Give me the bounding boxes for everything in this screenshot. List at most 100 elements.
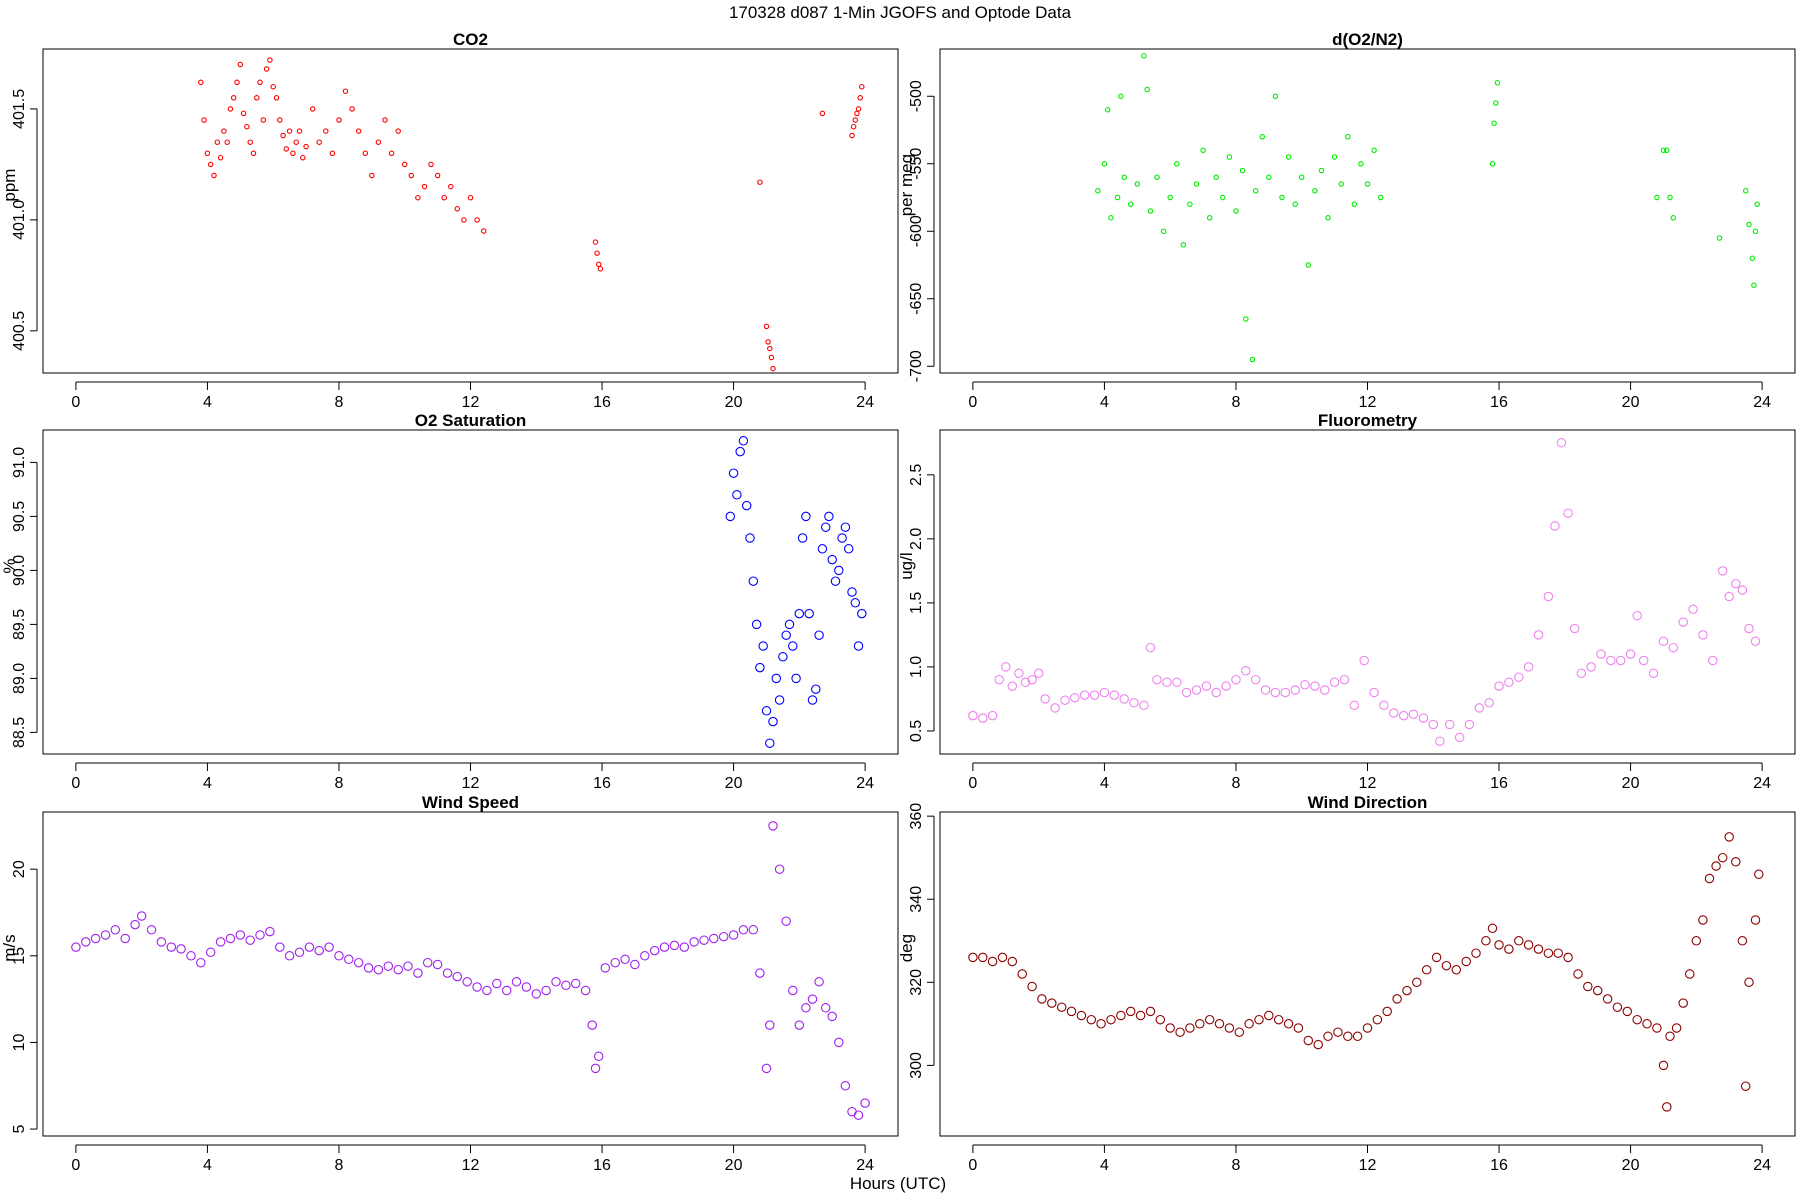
data-point [1550, 521, 1560, 531]
data-point [1665, 1031, 1675, 1042]
x-tick-label: 4 [1100, 1157, 1109, 1174]
data-points [725, 436, 867, 748]
data-point [1270, 687, 1281, 698]
data-point [840, 1081, 851, 1091]
data-point [1668, 642, 1679, 653]
data-point [204, 150, 211, 157]
x-tick-label: 12 [1359, 1157, 1377, 1174]
data-point [1658, 636, 1669, 647]
data-points [968, 438, 1761, 746]
data-point [1211, 687, 1221, 698]
data-point [728, 930, 739, 940]
data-point [1139, 700, 1149, 711]
data-point [441, 194, 447, 201]
data-point [334, 951, 344, 961]
data-point [1040, 694, 1050, 704]
x-tick-label: 24 [1753, 1157, 1771, 1174]
data-point [1751, 282, 1757, 289]
data-point [1056, 1002, 1067, 1012]
data-point [1489, 161, 1496, 167]
data-point [1606, 655, 1616, 666]
data-point [857, 608, 867, 619]
data-point [1398, 710, 1409, 721]
data-point [1737, 936, 1748, 946]
data-point [1402, 985, 1412, 996]
data-point [462, 977, 472, 987]
y-tick-label: 300 [908, 1052, 925, 1079]
data-point [1298, 174, 1305, 181]
data-point [1119, 694, 1129, 704]
data-point [415, 194, 421, 201]
data-point [597, 265, 604, 272]
data-point [1152, 674, 1162, 685]
data-point [1752, 228, 1759, 235]
data-point [1266, 174, 1272, 181]
data-point [699, 935, 709, 945]
data-point [801, 1003, 811, 1013]
x-tick-label: 20 [725, 1157, 743, 1174]
data-point [768, 716, 778, 727]
data-point [250, 150, 257, 157]
data-point [830, 576, 841, 586]
data-point [1333, 1027, 1343, 1037]
data-point [454, 206, 461, 212]
data-point [630, 959, 640, 970]
data-point [267, 57, 273, 63]
data-point [669, 940, 680, 951]
data-point [718, 931, 729, 942]
data-point [1583, 981, 1593, 992]
data-point [393, 964, 403, 975]
data-point [745, 533, 755, 543]
data-point [286, 128, 293, 134]
data-point [521, 982, 532, 992]
data-point [235, 930, 246, 940]
data-point [659, 942, 670, 952]
data-point [1160, 228, 1167, 235]
data-point [765, 339, 771, 345]
data-point [1272, 93, 1279, 100]
data-point [1533, 944, 1544, 954]
data-point [1382, 1006, 1392, 1017]
data-point [1632, 610, 1642, 621]
data-point [1563, 952, 1573, 963]
data-point [1742, 188, 1749, 194]
data-point [1358, 161, 1364, 167]
data-point [1121, 174, 1127, 181]
data-point [492, 978, 502, 989]
data-point [820, 522, 831, 532]
data-point [461, 217, 467, 223]
data-point [1691, 936, 1702, 946]
data-point [1377, 194, 1384, 201]
data-point [81, 937, 91, 947]
data-point [1504, 677, 1514, 688]
data-point [1007, 681, 1018, 691]
data-point [1740, 1081, 1751, 1091]
data-points [968, 832, 1764, 1112]
data-point [541, 985, 551, 996]
data-point [1431, 952, 1442, 963]
x-tick-label: 0 [968, 394, 977, 411]
data-point [205, 947, 216, 958]
panel-wind-speed: Wind Speed 0 4 8 12 16 20 24 5 10 15 20 m/s [0, 793, 899, 1174]
data-point [349, 106, 355, 112]
data-point [757, 179, 763, 185]
data-point [221, 128, 227, 134]
plot-frame [939, 48, 1796, 374]
data-point [1066, 1006, 1077, 1017]
data-point [1204, 1014, 1215, 1025]
data-point [482, 985, 492, 996]
data-point [1254, 1014, 1264, 1025]
data-point [531, 989, 542, 999]
data-point [263, 66, 270, 72]
data-point [255, 930, 265, 940]
y-tick-label: 320 [908, 969, 925, 996]
data-point [1313, 1039, 1323, 1050]
data-point [741, 500, 752, 511]
data-point [1754, 201, 1760, 208]
data-point [801, 511, 811, 522]
data-point [1079, 690, 1090, 700]
data-point [1290, 685, 1300, 695]
data-point [1362, 1023, 1373, 1033]
data-point [303, 143, 309, 150]
